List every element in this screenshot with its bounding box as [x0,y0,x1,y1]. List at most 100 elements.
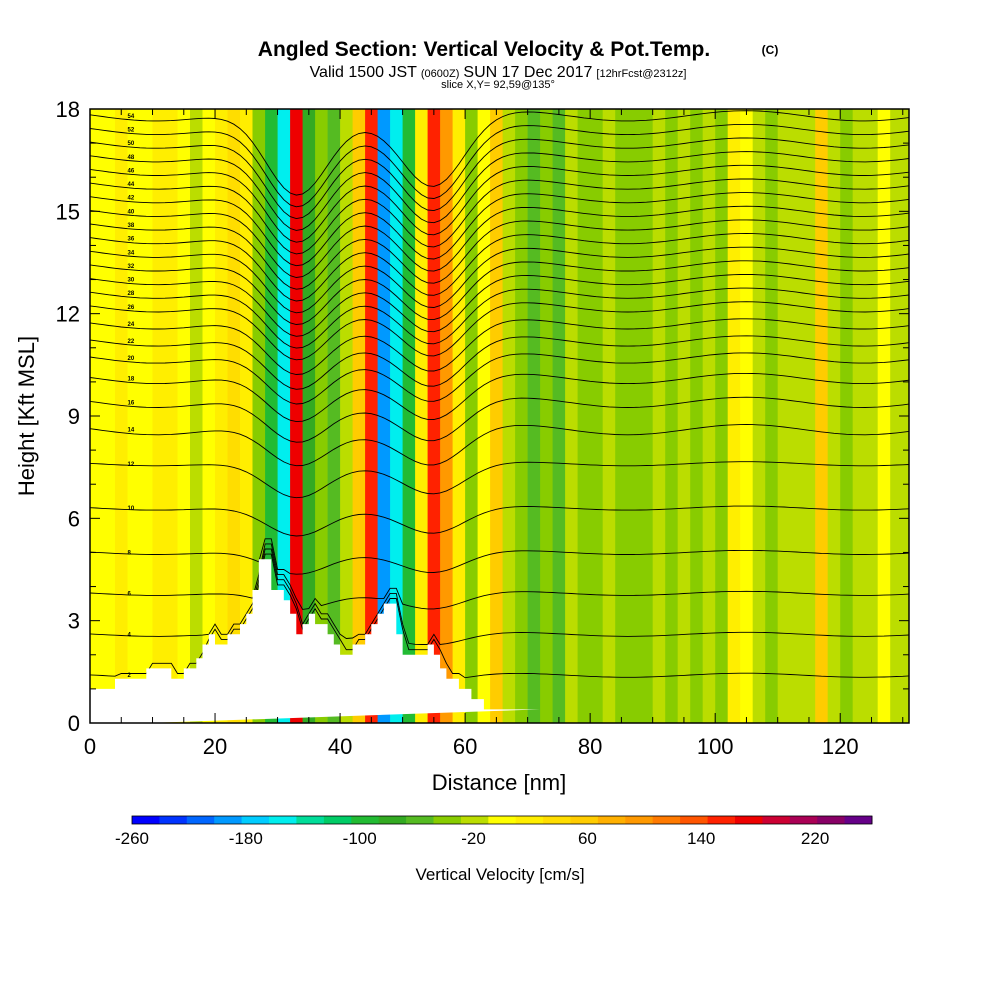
velocity-column [202,109,216,723]
colorbar-swatch [186,816,215,824]
isentrope-label: 16 [128,400,135,406]
copyright-mark: (C) [762,43,779,57]
velocity-column [890,109,904,723]
velocity-column [440,109,454,723]
velocity-column [240,109,254,723]
isentrope-label: 6 [128,591,132,597]
colorbar-swatch [597,816,626,824]
isentrope-label: 40 [128,209,135,215]
velocity-column [652,109,666,723]
velocity-column [865,109,879,723]
colorbar-swatch [351,816,380,824]
colorbar-swatch [789,816,818,824]
velocity-column [352,109,366,723]
colorbar-swatch [652,816,681,824]
chart-title: Angled Section: Vertical Velocity & Pot.… [258,38,710,61]
velocity-column [577,109,591,723]
colorbar-swatch [132,816,160,824]
colorbar-swatch [296,816,325,824]
colorbar-swatch [269,816,297,824]
colorbar: -260 -180 -100 -20 60 140 220 [115,815,873,848]
isentrope-label: 4 [128,632,132,638]
y-tick-label: 18 [56,97,80,122]
isentrope-line [90,461,909,499]
isentrope-line [90,553,909,679]
velocity-column [327,109,341,723]
isentrope-line [90,372,909,423]
colorbar-swatch [433,816,462,824]
isentrope-line [90,543,909,610]
isentrope-line [90,110,909,196]
velocity-column [702,109,716,723]
isentrope-label: 48 [128,155,135,161]
isentrope-line [90,548,909,645]
colorbar-swatch [625,816,654,824]
x-tick-label: 80 [578,734,602,759]
isentrope-line [90,424,909,467]
colorbar-swatch [378,816,407,824]
y-tick-label: 3 [68,609,80,634]
isentrope-line [90,318,909,375]
isentrope-line [90,219,909,290]
velocity-column [590,109,604,723]
velocity-column [227,109,241,723]
isentrope-label: 20 [128,356,135,362]
y-tick-label: 0 [68,711,80,736]
x-tick-label: 120 [822,734,859,759]
colorbar-swatch [735,816,763,824]
isentrope-line [90,538,909,575]
isentrope-label: 12 [128,462,135,468]
valid-time: Valid 1500 JST (0600Z) SUN 17 Dec 2017 [12h… [310,64,687,81]
colorbar-swatch [323,816,352,824]
velocity-column [290,109,304,723]
velocity-column [477,109,491,723]
velocity-column [815,109,829,723]
velocity-column [340,109,354,723]
velocity-column [515,109,529,723]
x-axis-label: Distance [nm] [432,770,567,795]
isentrope-label: 44 [128,182,135,188]
velocity-column [777,109,791,723]
velocity-column [852,109,866,723]
slice-info: slice X,Y= 92,59@135° [441,79,555,91]
velocity-column [877,109,891,723]
velocity-column [390,109,404,723]
isentrope-label: 30 [128,278,135,284]
colorbar-swatch [844,816,873,824]
colorbar-swatch [543,816,571,824]
colorbar-tick-label: 140 [687,829,715,848]
x-tick-label: 0 [84,734,96,759]
isentrope-label: 32 [128,264,135,270]
y-tick-label: 6 [68,506,80,531]
x-tick-label: 20 [203,734,227,759]
velocity-column [415,109,429,723]
velocity-column [490,109,504,723]
terrain [90,559,541,723]
vertical-velocity-field [90,109,909,723]
colorbar-swatch [159,816,188,824]
colorbar-tick-label: -20 [461,829,486,848]
isentrope-line [90,335,909,390]
velocity-column [115,109,129,723]
velocity-column [215,109,229,723]
colorbar-swatch [680,816,708,824]
isentrope-label: 2 [128,673,132,679]
velocity-column [540,109,554,723]
velocity-column [677,109,691,723]
isentrope-label: 46 [128,168,135,174]
isentrope-label: 24 [128,322,135,328]
isentrope-label: 18 [128,377,135,383]
velocity-column [802,109,816,723]
colorbar-swatch [406,816,434,824]
y-tick-label: 12 [56,302,80,327]
isentrope-line [90,505,909,537]
x-tick-label: 40 [328,734,352,759]
colorbar-swatch [817,816,846,824]
velocity-column [840,109,854,723]
isentrope-label: 14 [128,428,135,434]
isentrope-line [90,352,909,405]
velocity-column [140,109,154,723]
